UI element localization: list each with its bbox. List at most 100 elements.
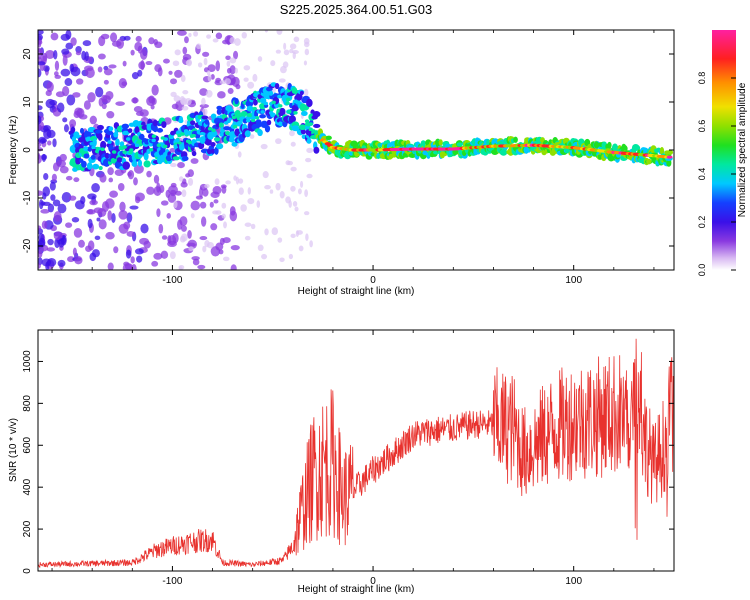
spectral-blob <box>214 146 219 155</box>
spectral-blob <box>38 105 43 111</box>
spectral-blob <box>134 248 144 255</box>
spectral-blob <box>125 249 132 259</box>
spectral-blob <box>169 135 174 140</box>
spectral-blob <box>136 255 143 263</box>
spectral-blob <box>281 94 288 102</box>
spectral-blob <box>667 149 674 155</box>
spectral-blob <box>94 235 101 241</box>
spectral-blob <box>174 69 183 78</box>
spectral-blob <box>279 107 286 117</box>
spectral-blob <box>65 222 73 228</box>
spectral-blob <box>285 97 291 102</box>
spectral-blob <box>130 256 135 264</box>
spectral-blob <box>100 140 107 150</box>
colorbar-label: Normalized spectral amplitude <box>737 82 748 217</box>
spectral-blob <box>235 84 241 90</box>
spectral-blob <box>222 39 230 45</box>
spectral-blob <box>57 102 65 113</box>
spectral-blob <box>210 246 221 257</box>
spectral-blob <box>243 77 249 82</box>
spectral-blob <box>158 223 164 234</box>
spectral-blob <box>137 159 143 167</box>
spectral-blob <box>276 30 283 35</box>
spectral-blob <box>178 264 185 270</box>
spectral-blob <box>259 114 266 119</box>
y-tick-label: 0 <box>22 147 33 153</box>
spectral-blob <box>283 49 290 56</box>
spectral-blob <box>101 103 107 110</box>
spectral-blob <box>223 221 227 229</box>
spectral-blob <box>197 264 206 270</box>
spectral-blob <box>292 201 298 207</box>
spectral-blob <box>192 258 200 266</box>
spectral-blob <box>206 70 211 76</box>
y-tick-label: -10 <box>22 190 33 205</box>
spectral-blob <box>38 47 42 53</box>
spectral-blob <box>262 171 269 179</box>
spectral-blob <box>115 101 125 106</box>
spectral-blob <box>288 253 294 260</box>
spectral-blob <box>153 174 160 184</box>
spectral-blob <box>254 115 260 120</box>
spectral-blob <box>218 249 224 255</box>
spectral-blob <box>199 201 207 209</box>
spectral-blob <box>98 219 107 230</box>
spectral-blob <box>215 143 224 150</box>
spectral-blob <box>201 97 206 106</box>
spectral-blob <box>270 60 276 67</box>
spectral-blob <box>200 131 205 136</box>
spectral-blob <box>299 180 304 188</box>
spectral-blob <box>119 141 125 147</box>
spectral-blob <box>73 177 80 183</box>
spectral-blob <box>87 209 94 215</box>
spectral-blob <box>240 112 245 116</box>
spectral-blob <box>71 217 80 223</box>
spectral-blob <box>46 81 54 93</box>
spectral-blob <box>81 50 86 61</box>
spectral-blob <box>247 187 251 195</box>
spectral-blob <box>593 141 600 149</box>
spectral-blob <box>212 38 219 43</box>
spectral-blob <box>180 74 186 83</box>
snr-frame <box>37 329 675 572</box>
spectral-blob <box>130 49 135 56</box>
spectral-blob <box>250 118 256 123</box>
figure-title: S225.2025.364.00.51.G03 <box>280 2 433 17</box>
spectral-blob <box>91 182 100 193</box>
spectral-blob <box>177 161 185 169</box>
spectral-blob <box>181 189 187 198</box>
spectral-blob <box>306 138 312 144</box>
spectral-blob <box>140 223 149 234</box>
spectral-blob <box>221 202 227 209</box>
x-tick-label: 0 <box>370 275 376 286</box>
spectral-blob <box>167 240 177 248</box>
spectral-blob <box>52 138 57 148</box>
spectral-blob <box>125 137 131 141</box>
spectral-blob <box>135 111 144 117</box>
spectral-blob <box>646 158 652 165</box>
spectral-blob <box>38 30 44 35</box>
spectral-blob <box>211 128 216 133</box>
spectral-blob <box>131 160 138 167</box>
spectral-blob <box>66 94 76 106</box>
spectral-blob <box>161 235 168 240</box>
spectral-blob <box>134 41 143 52</box>
spectral-blob <box>97 66 103 73</box>
spectral-blob <box>195 137 201 142</box>
spectral-blob <box>181 105 189 111</box>
spectral-blob <box>191 256 200 261</box>
spectral-blob <box>79 127 84 134</box>
spectral-blob <box>260 143 268 150</box>
spectral-blob <box>61 48 70 55</box>
spectral-blob <box>499 148 508 156</box>
snr-series-line <box>38 338 674 569</box>
x-tick-label: -100 <box>162 275 182 286</box>
spectral-blob <box>287 109 292 114</box>
spectral-blob <box>53 50 58 60</box>
spectral-blob <box>179 176 184 182</box>
x-tick-label: 100 <box>565 275 582 286</box>
spectral-blob <box>187 230 192 239</box>
spectral-blob <box>152 124 158 133</box>
